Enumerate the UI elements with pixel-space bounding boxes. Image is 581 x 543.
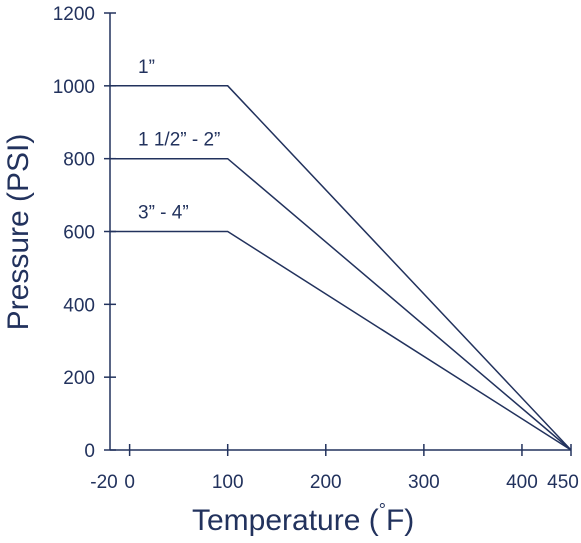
series-lines <box>110 85 572 451</box>
x-axis-title-unit: F) <box>386 504 414 537</box>
x-tick-label-450: 450 <box>547 472 579 493</box>
x-tick-label-100: 100 <box>212 472 244 493</box>
series-labels: 1” 1 1/2” - 2” 3” - 4” <box>138 57 220 224</box>
x-axis-title-main: Temperature ( <box>192 504 379 537</box>
series-line-1 <box>110 85 572 451</box>
y-tick-label-0: 0 <box>84 441 95 462</box>
x-tick-label--20: -20 <box>90 472 117 493</box>
series-label-1: 1” <box>138 57 155 78</box>
y-tick-label-400: 400 <box>63 295 95 316</box>
x-axis-title: Temperature (°F) <box>192 500 414 537</box>
series-line-2 <box>110 157 572 451</box>
x-tick-label-400: 400 <box>506 472 538 493</box>
x-axis-title-degree: ° <box>379 500 386 520</box>
series-label-2: 1 1/2” - 2” <box>138 130 220 151</box>
y-tick-label-1000: 1000 <box>53 77 95 98</box>
series-label-3: 3” - 4” <box>138 203 189 224</box>
ticks: 0 200 400 600 800 1000 1200 -20 0 100 200 300 400 450 <box>53 4 579 493</box>
y-tick-label-200: 200 <box>63 368 95 389</box>
y-axis-title: Pressure (PSI) <box>2 134 35 331</box>
y-tick-label-800: 800 <box>63 150 95 171</box>
x-tick-label-300: 300 <box>408 472 440 493</box>
x-tick-label-0: 0 <box>124 472 135 493</box>
series-line-3 <box>110 230 572 451</box>
x-tick-label-200: 200 <box>310 472 342 493</box>
y-tick-label-600: 600 <box>63 223 95 244</box>
y-tick-label-1200: 1200 <box>53 4 95 25</box>
